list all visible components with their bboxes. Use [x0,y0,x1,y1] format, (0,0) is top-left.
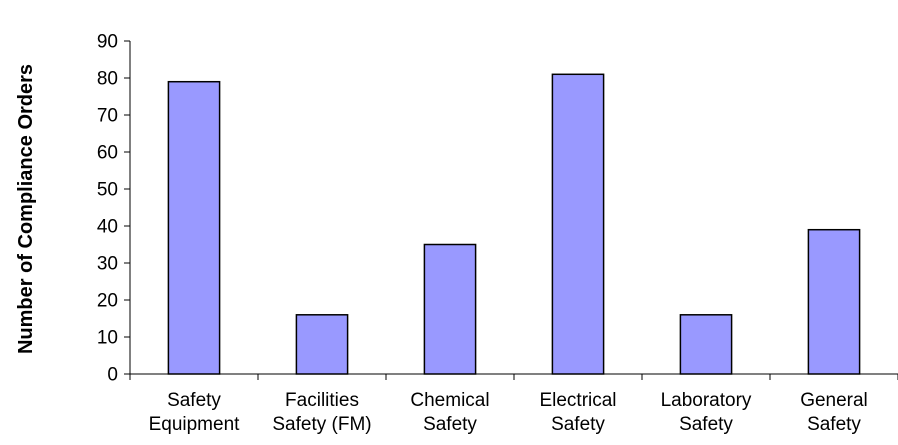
bar [423,243,477,375]
y-tick-label: 0 [107,365,118,386]
x-tick-label-line: Equipment [149,414,241,435]
x-tick-label-line: Electrical [539,390,616,411]
y-tick-label: 50 [97,180,118,201]
y-tick-label: 90 [97,32,118,53]
y-axis-title-group: Number of Compliance Orders [15,64,37,354]
x-tick-label-line: Safety [679,414,733,435]
y-ticks-layer: 0 10 20 30 40 50 60 70 80 90 [97,32,130,386]
x-tick-label: Laboratory Safety [661,390,752,435]
bar [807,228,861,375]
x-tick-label-line: Facilities [285,390,359,411]
y-tick-label: 10 [97,328,118,349]
bar [551,73,605,375]
x-tick-label-line: Safety [167,390,221,411]
x-tick-label: General Safety [800,390,868,435]
x-tick-label-line: Safety [807,414,861,435]
y-tick-label: 60 [97,143,118,164]
x-tick-label-line: Laboratory [661,390,752,411]
y-tick-label: 70 [97,106,118,127]
x-tick-label-line: General [800,390,868,411]
axes-layer [129,41,898,375]
x-tick-label-line: Safety [423,414,477,435]
bars-layer [167,73,861,375]
y-tick-label: 80 [97,69,118,90]
bar [679,314,733,375]
x-tick-label: Chemical Safety [410,390,489,435]
y-tick-label: 30 [97,254,118,275]
y-axis-title: Number of Compliance Orders [15,64,37,354]
y-tick-label: 20 [97,291,118,312]
x-tick-label-line: Safety [551,414,605,435]
x-tick-label-line: Safety (FM) [272,414,371,435]
x-tick-label: Facilities Safety (FM) [272,390,371,435]
y-tick-label: 40 [97,217,118,238]
x-tick-label: Safety Equipment [149,390,241,435]
bar [295,314,349,375]
x-tick-label: Electrical Safety [539,390,616,435]
x-tick-label-line: Chemical [410,390,489,411]
x-ticks-layer: Safety Equipment Facilities Safety (FM) Chem… [129,374,898,435]
bar [167,80,221,375]
